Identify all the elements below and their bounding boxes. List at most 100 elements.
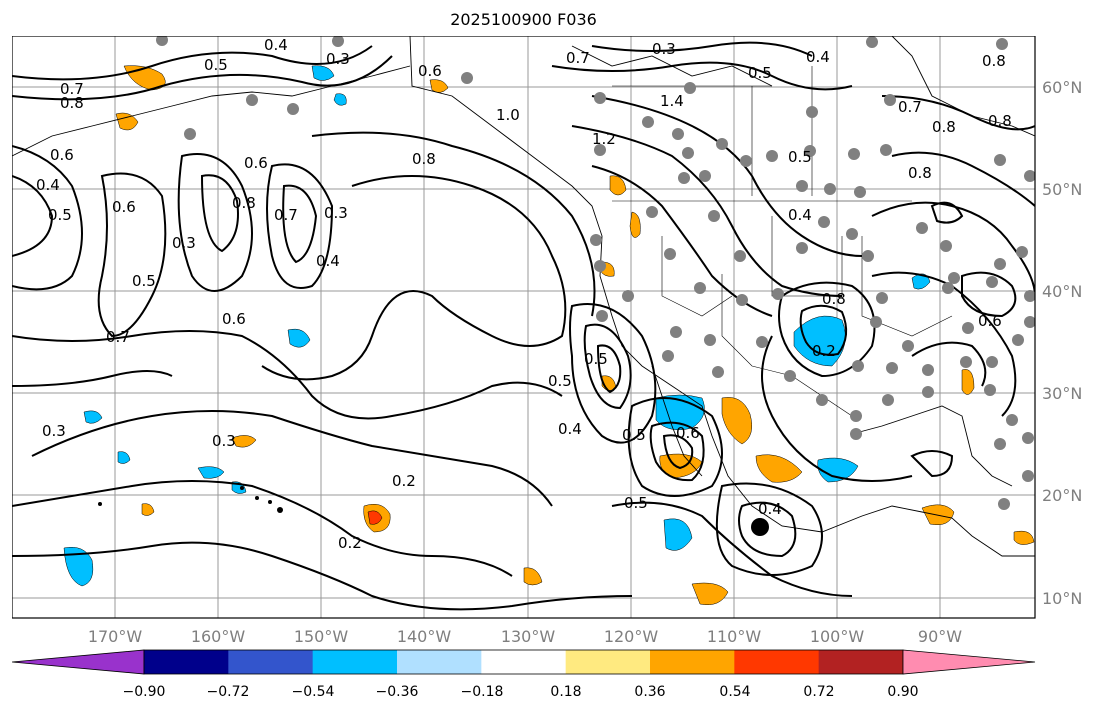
- longitude-labels: 170°W 160°W 150°W 140°W 130°W 120°W 110°…: [88, 627, 962, 646]
- contour-label: 0.4: [758, 500, 782, 518]
- contour-label: 0.4: [264, 36, 288, 54]
- lon-label: 120°W: [604, 627, 659, 646]
- contour-label: 0.5: [132, 272, 156, 290]
- contour-label: 0.7: [898, 98, 922, 116]
- contour-label: 0.3: [324, 204, 348, 222]
- contour-label: 0.4: [558, 420, 582, 438]
- contour-label: 0.2: [338, 534, 362, 552]
- colorbar-segment: [397, 650, 482, 674]
- map-figure: 0.7 0.8 0.5 0.4 0.3 0.6 0.4 0.5 0.6 0.8 …: [12, 36, 1082, 696]
- contour-labels: 0.7 0.8 0.5 0.4 0.3 0.6 0.4 0.5 0.6 0.8 …: [36, 36, 1012, 552]
- contour-lines: [12, 41, 1035, 611]
- contour-label: 0.4: [316, 252, 340, 270]
- contour-label: 0.8: [982, 52, 1006, 70]
- colorbar-segment: [818, 650, 904, 674]
- lon-label: 140°W: [397, 627, 452, 646]
- colorbar-segment: [734, 650, 820, 674]
- contour-label: 0.3: [212, 432, 236, 450]
- graticule: [12, 36, 1035, 618]
- colorbar-segment: [650, 650, 735, 674]
- contour-label: 0.6: [112, 198, 136, 216]
- lon-label: 150°W: [294, 627, 349, 646]
- colorbar-tick-label: −0.18: [461, 684, 504, 696]
- contour-label: 0.6: [244, 154, 268, 172]
- lat-label: 60°N: [1042, 78, 1082, 97]
- contour-label: 0.7: [60, 80, 84, 98]
- colorbar-tick-label: 0.54: [719, 684, 750, 696]
- colorbar-tick-label: −0.36: [376, 684, 419, 696]
- lat-label: 20°N: [1042, 486, 1082, 505]
- contour-label: 0.4: [788, 206, 812, 224]
- plot-area: 0.7 0.8 0.5 0.4 0.3 0.6 0.4 0.5 0.6 0.8 …: [12, 36, 1036, 619]
- colorbar-ticks: −0.90 −0.72 −0.54 −0.36 −0.18 0.18 0.36 …: [123, 684, 919, 696]
- contour-label: 0.7: [106, 328, 130, 346]
- contour-label: 0.3: [326, 50, 350, 68]
- map-frame: [12, 36, 1036, 619]
- lat-label: 30°N: [1042, 384, 1082, 403]
- contour-label: 0.6: [978, 312, 1002, 330]
- contour-label: 0.4: [36, 176, 60, 194]
- lon-label: 100°W: [810, 627, 865, 646]
- lon-label: 160°W: [191, 627, 246, 646]
- map-background: [12, 36, 1035, 618]
- contour-label: 0.6: [50, 146, 74, 164]
- contour-label: 0.8: [60, 94, 84, 112]
- colorbar-tick-label: −0.54: [292, 684, 335, 696]
- contour-label: 1.2: [592, 130, 616, 148]
- contour-label: 0.3: [652, 40, 676, 58]
- contour-label: 0.5: [48, 206, 72, 224]
- colorbar-segment: [228, 650, 314, 674]
- contour-label: 0.8: [822, 290, 846, 308]
- latitude-labels: 60°N 50°N 40°N 30°N 20°N 10°N: [1042, 78, 1082, 608]
- colorbar-tick-label: −0.90: [123, 684, 166, 696]
- colorbar-segment: [312, 650, 398, 674]
- lat-label: 50°N: [1042, 180, 1082, 199]
- contour-label: 0.2: [392, 472, 416, 490]
- contour-label: 0.6: [222, 310, 246, 328]
- contour-label: 0.8: [232, 194, 256, 212]
- colorbar-tick-label: 0.90: [887, 684, 918, 696]
- contour-label: 0.5: [204, 56, 228, 74]
- contour-label: 0.8: [412, 150, 436, 168]
- contour-label: 1.4: [660, 92, 684, 110]
- contour-label: 0.7: [274, 206, 298, 224]
- colorbar-segment: [144, 650, 229, 674]
- colorbar-tick-label: −0.72: [207, 684, 250, 696]
- contour-label: 0.3: [172, 234, 196, 252]
- contour-label: 0.5: [624, 494, 648, 512]
- map-title: 2025100900 F036: [450, 10, 597, 29]
- contour-label: 0.8: [908, 164, 932, 182]
- contour-label: 0.6: [418, 62, 442, 80]
- colorbar-extend-high: [902, 649, 1036, 675]
- colorbar-tick-label: 0.18: [550, 684, 581, 696]
- colorbar-tick-label: 0.36: [634, 684, 665, 696]
- colorbar-segment: [565, 650, 651, 674]
- contour-label: 0.4: [806, 48, 830, 66]
- contour-label: 0.5: [584, 350, 608, 368]
- lat-label: 40°N: [1042, 282, 1082, 301]
- station-markers: [156, 36, 1035, 510]
- contour-label: 1.0: [496, 106, 520, 124]
- contour-label: 0.5: [548, 372, 572, 390]
- marker-dot: [751, 518, 769, 536]
- hawaii-islands: [98, 486, 283, 513]
- contour-label: 0.8: [988, 112, 1012, 130]
- contour-label: 0.6: [676, 424, 700, 442]
- colorbar-tick-label: 0.72: [803, 684, 834, 696]
- lat-label: 10°N: [1042, 589, 1082, 608]
- lon-label: 90°W: [918, 627, 962, 646]
- colorbar-extend-low: [12, 649, 145, 675]
- colorbar: −0.90 −0.72 −0.54 −0.36 −0.18 0.18 0.36 …: [12, 649, 1036, 696]
- lon-label: 110°W: [707, 627, 762, 646]
- contour-label: 0.2: [812, 342, 836, 360]
- contour-label: 0.5: [748, 64, 772, 82]
- contour-label: 0.3: [42, 422, 66, 440]
- lon-label: 130°W: [501, 627, 556, 646]
- contour-label: 0.5: [788, 148, 812, 166]
- contour-label: 0.7: [566, 49, 590, 67]
- colorbar-segment: [481, 650, 567, 674]
- lon-label: 170°W: [88, 627, 143, 646]
- contour-label: 0.8: [932, 118, 956, 136]
- contour-label: 0.5: [622, 426, 646, 444]
- colorbar-segments: [143, 649, 904, 675]
